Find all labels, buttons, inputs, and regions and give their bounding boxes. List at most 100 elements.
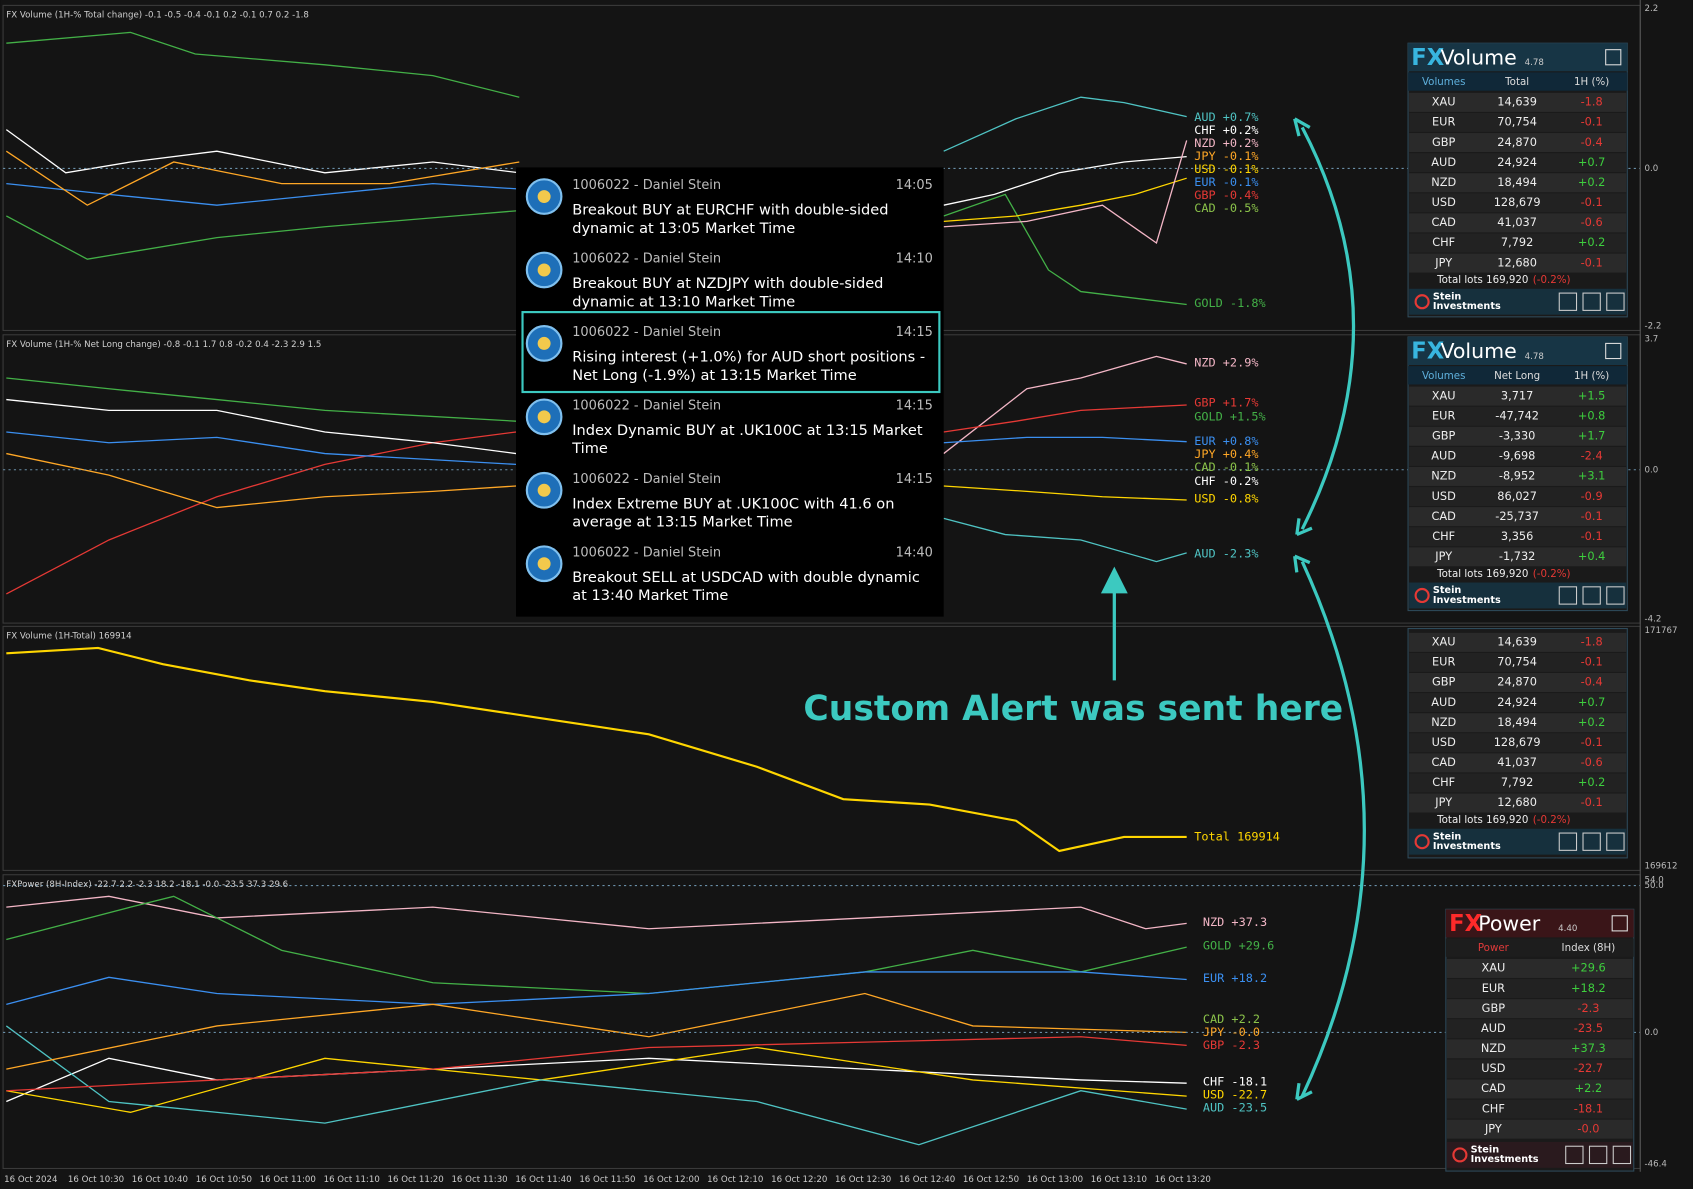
- row-bg: [1446, 1099, 1633, 1119]
- column-title: Volumes: [1422, 76, 1465, 88]
- footer-text: Investments: [1433, 841, 1501, 852]
- column-title: Net Long: [1494, 370, 1540, 382]
- logo: [1414, 834, 1430, 850]
- cell: 18,494: [1497, 715, 1537, 729]
- cell: +3.1: [1578, 469, 1606, 483]
- footer-button: [1606, 292, 1625, 311]
- line: [6, 452, 517, 509]
- footer-text: Stein: [1471, 1144, 1500, 1155]
- axis-tick: 0.0: [1645, 164, 1659, 174]
- series-label: JPY -0.0: [1203, 1025, 1260, 1039]
- cell: -0.1: [1581, 195, 1603, 209]
- row-bg: [1409, 527, 1627, 547]
- time-label: 16 Oct 12:50: [963, 1175, 1019, 1185]
- line: [6, 895, 1187, 995]
- arrows: [1100, 117, 1366, 1101]
- time-label: 16 Oct 11:00: [260, 1175, 316, 1185]
- series-label: NZD +37.3: [1203, 915, 1267, 929]
- cell: AUD: [1431, 449, 1456, 463]
- panel-title: FX Volume (1H-% Total change) -0.1 -0.5 …: [6, 11, 309, 21]
- arrow-head: [1100, 566, 1128, 594]
- widget-header: [1408, 336, 1628, 366]
- arrow-head: [1295, 518, 1313, 537]
- cell: -0.1: [1581, 655, 1603, 669]
- row-bg: [1446, 1039, 1633, 1059]
- cell: -0.4: [1581, 675, 1603, 689]
- cell: +1.5: [1578, 388, 1606, 402]
- cell: +18.2: [1571, 981, 1606, 995]
- line: [943, 177, 1187, 223]
- cell: 3,356: [1501, 529, 1533, 543]
- cell: 128,679: [1494, 735, 1541, 749]
- time-label: 16 Oct 12:30: [835, 1175, 891, 1185]
- cell: GBP: [1482, 1001, 1506, 1015]
- row-bg: [1446, 1019, 1633, 1039]
- cell: CAD: [1432, 215, 1457, 229]
- arrow-head: [1293, 554, 1311, 573]
- cell: +29.6: [1571, 961, 1606, 975]
- widget-header: [1445, 909, 1634, 938]
- cell: CHF: [1432, 529, 1455, 543]
- cell: 70,754: [1497, 655, 1537, 669]
- cell: NZD: [1431, 715, 1456, 729]
- cell: -23.5: [1574, 1021, 1603, 1035]
- axis-tick: 169612: [1645, 862, 1678, 872]
- footer-text: Stein: [1433, 291, 1462, 302]
- arrow: [1300, 126, 1356, 530]
- line: [5, 150, 520, 206]
- row-bg: [1446, 999, 1633, 1019]
- series-label: EUR +18.2: [1203, 971, 1267, 985]
- message: Rising interest (+1.0%) for AUD short po…: [572, 348, 925, 365]
- time-label: 16 Oct 12:40: [899, 1175, 955, 1185]
- footer-button: [1582, 292, 1601, 311]
- cell: USD: [1432, 489, 1456, 503]
- time-label: 16 Oct 12:00: [643, 1175, 699, 1185]
- footer-button: [1582, 832, 1601, 851]
- chart-lines: [5, 31, 1188, 1146]
- arrow-head: [1295, 1082, 1313, 1101]
- panel-title: FX Volume (1H-Total) 169914: [6, 632, 131, 642]
- total-change: (-0.2%): [1533, 814, 1571, 826]
- sender: 1006022 - Daniel Stein: [572, 472, 721, 487]
- cell: GBP: [1432, 675, 1456, 689]
- widget-header: [1408, 43, 1628, 72]
- line: [943, 96, 1187, 152]
- cell: -0.1: [1581, 795, 1603, 809]
- cell: 12,680: [1497, 795, 1537, 809]
- cell: 41,037: [1497, 755, 1537, 769]
- cell: -0.1: [1581, 735, 1603, 749]
- sender: 1006022 - Daniel Stein: [572, 545, 721, 560]
- cell: CAD: [1432, 755, 1457, 769]
- panel-title: FX Volume (1H-% Net Long change) -0.8 -0…: [6, 340, 321, 350]
- message: Breakout BUY at EURCHF with double-sided: [572, 202, 888, 219]
- cell: -0.1: [1581, 509, 1603, 523]
- series-label: AUD +0.7%: [1194, 110, 1258, 124]
- notification-highlight: [521, 311, 941, 394]
- time-label: 16 Oct 11:50: [579, 1175, 635, 1185]
- cell: 24,924: [1497, 695, 1537, 709]
- row-bg: [1446, 1059, 1633, 1079]
- app-icon-dot: [537, 336, 551, 350]
- row-bg: [1409, 173, 1627, 193]
- cell: CHF: [1432, 235, 1455, 249]
- series-label: GOLD -1.8%: [1194, 296, 1265, 310]
- column-title: Total: [1504, 76, 1529, 88]
- series-label: NZD +2.9%: [1194, 355, 1258, 369]
- sender: 1006022 - Daniel Stein: [572, 399, 721, 414]
- footer-button: [1612, 1145, 1632, 1165]
- cell: +0.4: [1578, 549, 1606, 563]
- cell: XAU: [1481, 961, 1505, 975]
- row-bg: [1409, 193, 1627, 213]
- series-label: CAD -0.5%: [1194, 201, 1258, 215]
- cell: 24,870: [1497, 135, 1537, 149]
- line: [943, 140, 1188, 245]
- row-bg: [1446, 1119, 1633, 1139]
- cell: -0.1: [1581, 115, 1603, 129]
- cell: -1.8: [1581, 95, 1603, 109]
- row-bg: [1409, 253, 1627, 273]
- cell: +2.2: [1575, 1081, 1603, 1095]
- row-bg: [1409, 233, 1627, 253]
- footer-button: [1606, 832, 1625, 851]
- series-label: USD -22.7: [1203, 1088, 1267, 1102]
